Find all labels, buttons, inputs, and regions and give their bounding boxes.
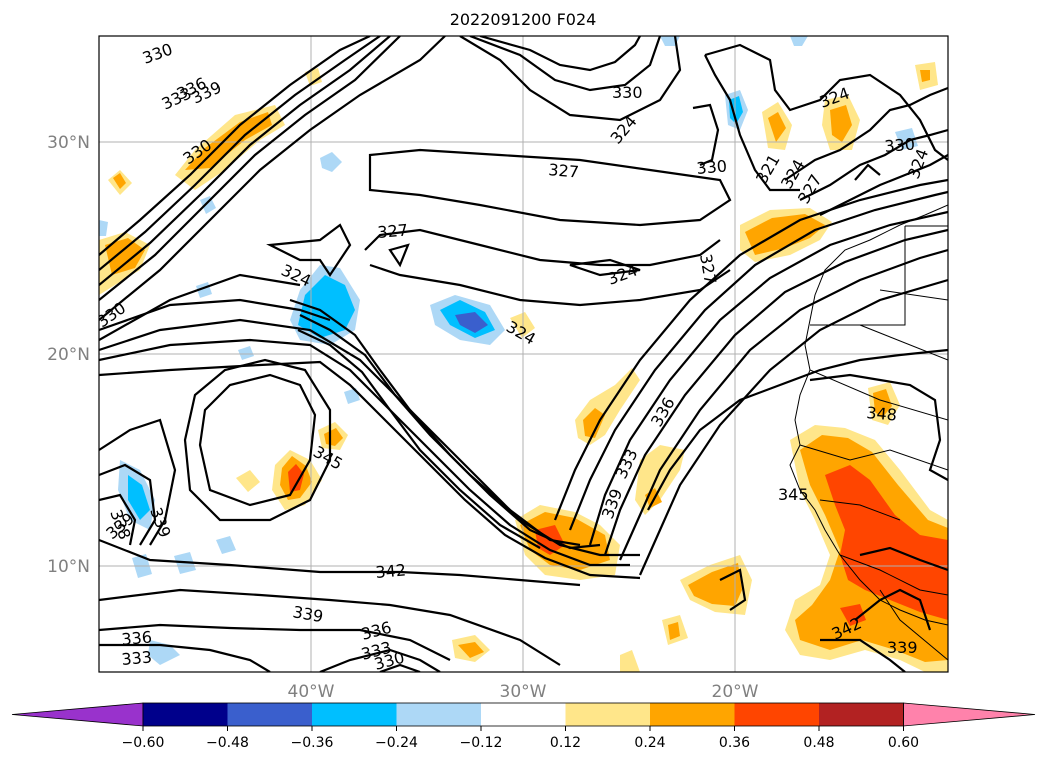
colorbar-tick-label: 0.24 [634,735,665,751]
colorbar-tick-label: −0.36 [291,735,334,751]
colorbar-tick-label: −0.48 [206,735,249,751]
colorbar-outline [142,702,904,727]
colorbar-under-arrow [11,702,144,727]
contour-label: 336 [121,627,153,649]
colorbar-tick-label: −0.12 [460,735,503,751]
colorbar-segment [143,703,228,726]
contour-label: 327 [377,220,409,242]
colorbar-segment [227,703,313,726]
colorbar-segment [312,703,397,726]
contour-label: 345 [778,485,809,504]
lat-label-30n: 30°N [47,133,90,153]
colorbar-tick-label: −0.24 [375,735,418,751]
contour-label: 330 [612,83,643,102]
map-area: 330 333 336 339 330 324 327 327 324 324 … [99,36,948,672]
colorbar-segment [481,703,566,726]
lon-label-20w: 20°W [712,682,759,702]
colorbar-segment [734,703,820,726]
colorbar-segment [650,703,735,726]
lon-label-30w: 30°W [500,682,547,702]
colorbar: −0.60 −0.48 −0.36 −0.24 −0.12 0.12 0.24 0.36 0.4… [11,702,1036,751]
coastlines [789,204,948,661]
map-title: 2022091200 F024 [450,10,597,29]
contour-label: 327 [548,160,580,182]
colorbar-tick-label: 0.12 [550,735,581,751]
contour-label: 348 [866,403,898,425]
lat-label-20n: 20°N [47,345,90,365]
contour-label: 333 [121,647,153,669]
map-frame [98,35,949,673]
colorbar-segment [565,703,651,726]
contour-label: 330 [696,156,728,178]
colorbar-tick-label: 0.36 [719,735,750,751]
colorbar-tick-label: 0.60 [888,735,919,751]
contour-label: 342 [375,560,407,582]
colorbar-segment [819,703,904,726]
contour-label: 339 [887,638,918,657]
colorbar-segment [396,703,482,726]
contour-label: 330 [884,134,916,156]
contour-lines [99,36,948,672]
lon-label-40w: 40°W [288,682,335,702]
lat-label-10n: 10°N [47,557,90,577]
colorbar-tick-label: 0.48 [803,735,834,751]
colorbar-over-arrow [903,702,1036,727]
colorbar-tick-label: −0.60 [122,735,165,751]
